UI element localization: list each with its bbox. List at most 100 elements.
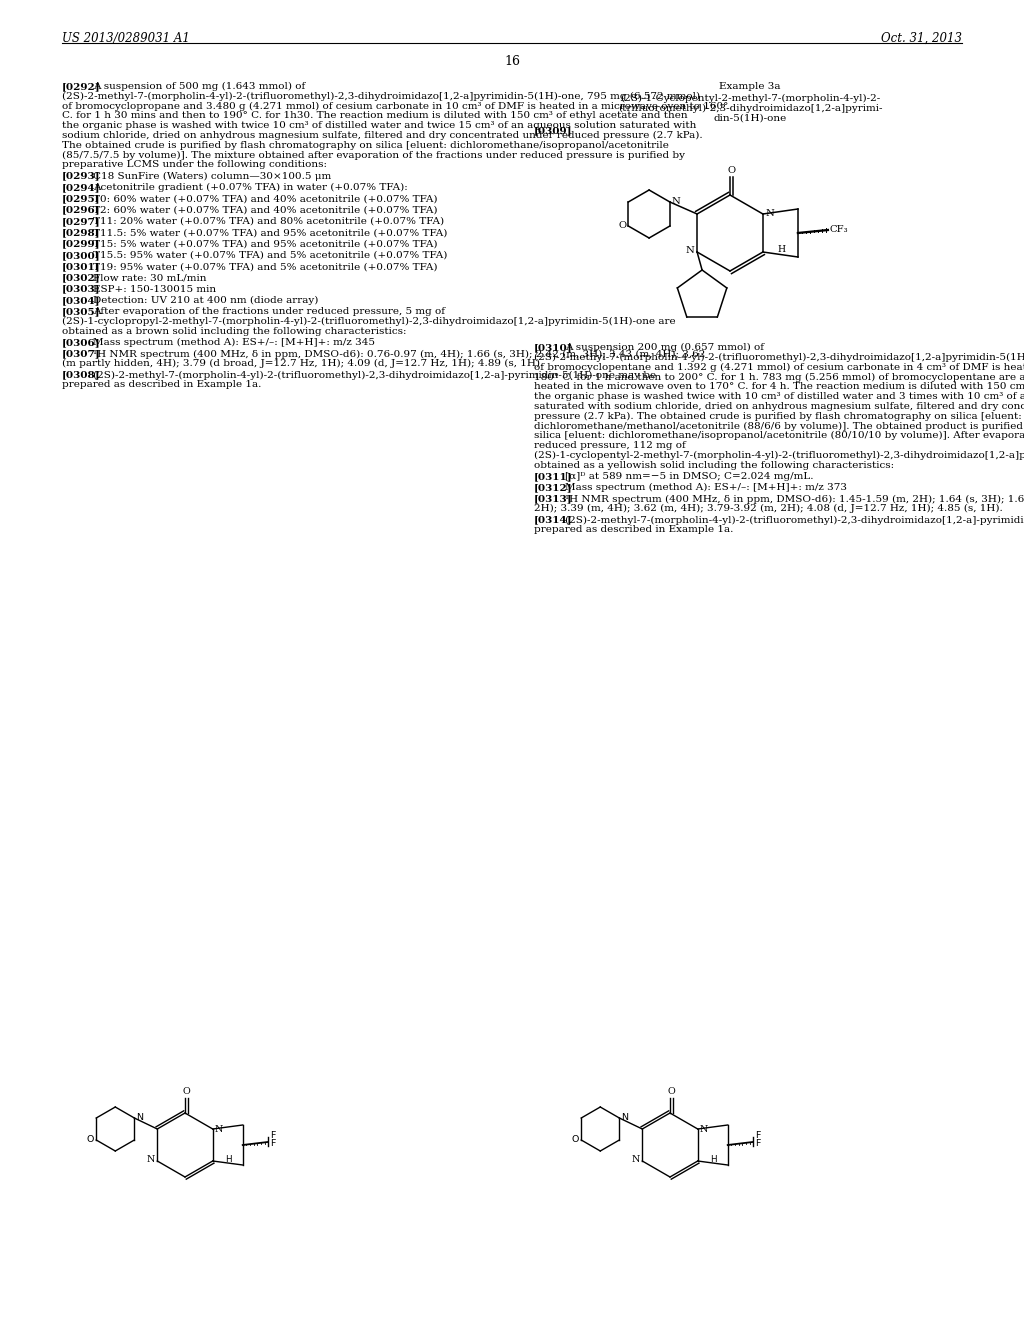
Text: N: N [685, 247, 694, 256]
Text: [0303]: [0303] [62, 285, 100, 293]
Text: (2S)-1-cyclopentyl-2-methyl-7-(morpholin-4-yl)-2-(trifluoromethyl)-2,3-dihydroim: (2S)-1-cyclopentyl-2-methyl-7-(morpholin… [534, 451, 1024, 459]
Text: F: F [269, 1138, 275, 1147]
Text: [0304]: [0304] [62, 296, 100, 305]
Text: preparative LCMS under the following conditions:: preparative LCMS under the following con… [62, 161, 327, 169]
Text: saturated with sodium chloride, dried on anhydrous magnesium sulfate, filtered a: saturated with sodium chloride, dried on… [534, 401, 1024, 411]
Text: [0300]: [0300] [62, 251, 100, 260]
Text: O: O [727, 166, 735, 176]
Text: O: O [571, 1135, 580, 1144]
Text: T19: 95% water (+0.07% TFA) and 5% acetonitrile (+0.07% TFA): T19: 95% water (+0.07% TFA) and 5% aceto… [93, 263, 438, 271]
Text: N: N [766, 210, 775, 219]
Text: of bromocyclopentane and 1.392 g (4.271 mmol) of cesium carbonate in 4 cm³ of DM: of bromocyclopentane and 1.392 g (4.271 … [534, 363, 1024, 372]
Text: N: N [699, 1125, 708, 1134]
Text: T0: 60% water (+0.07% TFA) and 40% acetonitrile (+0.07% TFA): T0: 60% water (+0.07% TFA) and 40% aceto… [93, 194, 438, 203]
Text: [α]ᴰ at 589 nm=−5 in DMSO; C=2.024 mg/mL.: [α]ᴰ at 589 nm=−5 in DMSO; C=2.024 mg/mL… [565, 471, 814, 480]
Text: CF₃: CF₃ [829, 226, 849, 235]
Text: of bromocyclopropane and 3.480 g (4.271 mmol) of cesium carbonate in 10 cm³ of D: of bromocyclopropane and 3.480 g (4.271 … [62, 102, 728, 111]
Text: N: N [215, 1125, 223, 1134]
Text: (2S)-2-methyl-7-(morpholin-4-yl)-2-(trifluoromethyl)-2,3-dihydroimidazo[1,2-a]py: (2S)-2-methyl-7-(morpholin-4-yl)-2-(trif… [534, 352, 1024, 362]
Text: [0310]: [0310] [534, 343, 572, 352]
Text: [0299]: [0299] [62, 239, 100, 248]
Text: T11.5: 5% water (+0.07% TFA) and 95% acetonitrile (+0.07% TFA): T11.5: 5% water (+0.07% TFA) and 95% ace… [93, 228, 447, 238]
Text: obtained as a yellowish solid including the following characteristics:: obtained as a yellowish solid including … [534, 461, 894, 470]
Text: [0307]: [0307] [62, 350, 100, 359]
Text: [0312]: [0312] [534, 483, 572, 492]
Text: 16: 16 [504, 55, 520, 69]
Text: A suspension 200 mg (0.657 mmol) of: A suspension 200 mg (0.657 mmol) of [565, 343, 764, 352]
Text: [0309]: [0309] [534, 127, 572, 135]
Text: US 2013/0289031 A1: US 2013/0289031 A1 [62, 32, 189, 45]
Text: [0313]: [0313] [534, 495, 572, 503]
Text: N: N [622, 1114, 629, 1122]
Text: the organic phase is washed twice with 10 cm³ of distilled water and 3 times wit: the organic phase is washed twice with 1… [534, 392, 1024, 401]
Text: obtained as a brown solid including the following characteristics:: obtained as a brown solid including the … [62, 327, 407, 335]
Text: F: F [755, 1138, 760, 1147]
Text: prepared as described in Example 1a.: prepared as described in Example 1a. [62, 380, 261, 389]
Text: After evaporation of the fractions under reduced pressure, 5 mg of: After evaporation of the fractions under… [93, 308, 445, 317]
Text: (trifluoromethyl)-2,3-dihydroimidazo[1,2-a]pyrimi-: (trifluoromethyl)-2,3-dihydroimidazo[1,2… [617, 103, 883, 112]
Text: [0308]: [0308] [62, 371, 100, 380]
Text: N: N [632, 1155, 640, 1164]
Text: (m partly hidden, 4H); 3.79 (d broad, J=12.7 Hz, 1H); 4.09 (d, J=12.7 Hz, 1H); 4: (m partly hidden, 4H); 3.79 (d broad, J=… [62, 359, 544, 368]
Text: dichloromethane/methanol/acetonitrile (88/6/6 by volume)]. The obtained product : dichloromethane/methanol/acetonitrile (8… [534, 421, 1024, 430]
Text: (2S)-2-methyl-7-(morpholin-4-yl)-2-(trifluoromethyl)-2,3-dihydroimidazo[1,2-a]-p: (2S)-2-methyl-7-(morpholin-4-yl)-2-(trif… [93, 371, 656, 380]
Text: [0311]: [0311] [534, 471, 572, 480]
Text: T15: 5% water (+0.07% TFA) and 95% acetonitrile (+0.07% TFA): T15: 5% water (+0.07% TFA) and 95% aceto… [93, 239, 438, 248]
Text: T11: 20% water (+0.07% TFA) and 80% acetonitrile (+0.07% TFA): T11: 20% water (+0.07% TFA) and 80% acet… [93, 216, 444, 226]
Text: Example 3a: Example 3a [719, 82, 780, 91]
Text: [0296]: [0296] [62, 206, 100, 215]
Text: O: O [618, 222, 627, 231]
Text: pressure (2.7 kPa). The obtained crude is purified by flash chromatography on si: pressure (2.7 kPa). The obtained crude i… [534, 412, 1022, 421]
Text: [0306]: [0306] [62, 338, 100, 347]
Text: O: O [182, 1086, 190, 1096]
Text: [0305]: [0305] [62, 308, 100, 317]
Text: H: H [710, 1155, 717, 1163]
Text: ESP+: 150-130015 min: ESP+: 150-130015 min [93, 285, 216, 293]
Text: silica [eluent: dichloromethane/isopropanol/acetonitrile (80/10/10 by volume)]. : silica [eluent: dichloromethane/isopropa… [534, 432, 1024, 441]
Text: [0295]: [0295] [62, 194, 100, 203]
Text: F: F [269, 1130, 275, 1139]
Text: 180° C. for 1 h and then to 200° C. for 1 h. 783 mg (5.256 mmol) of bromocyclope: 180° C. for 1 h and then to 200° C. for … [534, 372, 1024, 381]
Text: [0298]: [0298] [62, 228, 100, 238]
Text: F: F [755, 1130, 760, 1139]
Text: sodium chloride, dried on anhydrous magnesium sulfate, filtered and dry concentr: sodium chloride, dried on anhydrous magn… [62, 131, 702, 140]
Text: (85/7.5/7.5 by volume)]. The mixture obtained after evaporation of the fractions: (85/7.5/7.5 by volume)]. The mixture obt… [62, 150, 685, 160]
Text: C. for 1 h 30 mins and then to 190° C. for 1h30. The reaction medium is diluted : C. for 1 h 30 mins and then to 190° C. f… [62, 111, 688, 120]
Text: Acetonitrile gradient (+0.07% TFA) in water (+0.07% TFA):: Acetonitrile gradient (+0.07% TFA) in wa… [93, 183, 409, 193]
Text: H: H [778, 246, 786, 255]
Text: [0294]: [0294] [62, 183, 100, 191]
Text: O: O [668, 1086, 675, 1096]
Text: The obtained crude is purified by flash chromatography on silica [eluent: dichlo: The obtained crude is purified by flash … [62, 141, 669, 149]
Text: H: H [224, 1155, 231, 1163]
Text: Oct. 31, 2013: Oct. 31, 2013 [881, 32, 962, 45]
Text: (2S)-1-Cyclopentyl-2-methyl-7-(morpholin-4-yl)-2-: (2S)-1-Cyclopentyl-2-methyl-7-(morpholin… [620, 94, 880, 103]
Text: [0301]: [0301] [62, 263, 100, 271]
Text: heated in the microwave oven to 170° C. for 4 h. The reaction medium is diluted : heated in the microwave oven to 170° C. … [534, 383, 1024, 391]
Text: T15.5: 95% water (+0.07% TFA) and 5% acetonitrile (+0.07% TFA): T15.5: 95% water (+0.07% TFA) and 5% ace… [93, 251, 447, 260]
Text: N: N [672, 198, 681, 206]
Text: ¹H NMR spectrum (400 MHz, δ in ppm, DMSO-d6): 1.45-1.59 (m, 2H); 1.64 (s, 3H); 1: ¹H NMR spectrum (400 MHz, δ in ppm, DMSO… [565, 495, 1024, 504]
Text: C18 SunFire (Waters) column—30×100.5 μm: C18 SunFire (Waters) column—30×100.5 μm [93, 172, 332, 181]
Text: O: O [87, 1135, 94, 1144]
Text: N: N [146, 1155, 156, 1164]
Text: the organic phase is washed with twice 10 cm³ of distilled water and twice 15 cm: the organic phase is washed with twice 1… [62, 121, 696, 131]
Text: T2: 60% water (+0.07% TFA) and 40% acetonitrile (+0.07% TFA): T2: 60% water (+0.07% TFA) and 40% aceto… [93, 206, 438, 215]
Text: [0314]: [0314] [534, 516, 572, 524]
Text: 2H); 3.39 (m, 4H); 3.62 (m, 4H); 3.79-3.92 (m, 2H); 4.08 (d, J=12.7 Hz, 1H); 4.8: 2H); 3.39 (m, 4H); 3.62 (m, 4H); 3.79-3.… [534, 504, 1002, 513]
Text: Mass spectrum (method A): ES+/–: [M+H]+: m/z 345: Mass spectrum (method A): ES+/–: [M+H]+:… [93, 338, 376, 347]
Text: [0292]: [0292] [62, 82, 100, 91]
Text: Flow rate: 30 mL/min: Flow rate: 30 mL/min [93, 273, 207, 282]
Text: prepared as described in Example 1a.: prepared as described in Example 1a. [534, 525, 733, 535]
Text: A suspension of 500 mg (1.643 mmol) of: A suspension of 500 mg (1.643 mmol) of [93, 82, 305, 91]
Text: Mass spectrum (method A): ES+/–: [M+H]+: m/z 373: Mass spectrum (method A): ES+/–: [M+H]+:… [565, 483, 848, 492]
Text: (2S)-2-methyl-7-(morpholin-4-yl)-2-(trifluoromethyl)-2,3-dihydroimidazo[1,2-a]py: (2S)-2-methyl-7-(morpholin-4-yl)-2-(trif… [62, 92, 700, 100]
Text: [0302]: [0302] [62, 273, 100, 282]
Text: [0297]: [0297] [62, 216, 100, 226]
Text: (2S)-2-methyl-7-(morpholin-4-yl)-2-(trifluoromethyl)-2,3-dihydroimidazo[1,2-a]-p: (2S)-2-methyl-7-(morpholin-4-yl)-2-(trif… [565, 516, 1024, 525]
Text: N: N [136, 1114, 143, 1122]
Text: (2S)-1-cyclopropyl-2-methyl-7-(morpholin-4-yl)-2-(trifluoromethyl)-2,3-dihydroim: (2S)-1-cyclopropyl-2-methyl-7-(morpholin… [62, 317, 676, 326]
Text: Detection: UV 210 at 400 nm (diode array): Detection: UV 210 at 400 nm (diode array… [93, 296, 318, 305]
Text: [0293]: [0293] [62, 172, 100, 181]
Text: ¹H NMR spectrum (400 MHz, δ in ppm, DMSO-d6): 0.76-0.97 (m, 4H); 1.66 (s, 3H); 2: ¹H NMR spectrum (400 MHz, δ in ppm, DMSO… [93, 350, 706, 359]
Text: reduced pressure, 112 mg of: reduced pressure, 112 mg of [534, 441, 686, 450]
